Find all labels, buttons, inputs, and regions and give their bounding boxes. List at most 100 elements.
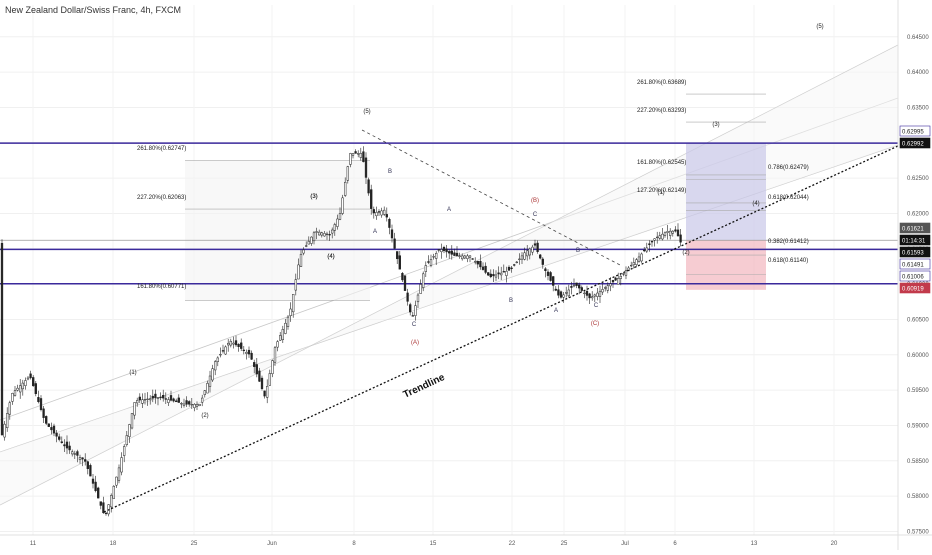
candle-body xyxy=(34,383,37,395)
candle-body xyxy=(406,292,409,302)
candle-body xyxy=(489,273,492,278)
candle-body xyxy=(593,294,596,297)
channel-band xyxy=(0,45,898,505)
price-badge xyxy=(899,258,931,270)
candle-body xyxy=(227,342,230,346)
fib-label: 161.80%(0.60771) xyxy=(137,284,186,290)
wave-label: (4) xyxy=(752,201,759,207)
y-tick-label: 0.62000 xyxy=(907,211,929,217)
candle-body xyxy=(351,153,355,156)
candle-body xyxy=(445,248,448,253)
candle-body xyxy=(193,404,196,409)
candle-body xyxy=(419,284,422,294)
fib-label: 127.20%(0.62149) xyxy=(637,188,686,194)
y-tick-label: 0.59000 xyxy=(907,423,929,429)
y-tick-label: 0.58000 xyxy=(907,494,929,500)
fib-label: 227.20%(0.62063) xyxy=(137,195,186,201)
candle-body xyxy=(312,232,316,242)
fib-label: 0.618(0.61140) xyxy=(768,258,808,264)
candle-body xyxy=(123,446,126,456)
candle-body xyxy=(398,255,401,270)
candle-body xyxy=(471,258,474,260)
candle-body xyxy=(190,404,193,406)
candle-body xyxy=(515,261,518,264)
candle-body xyxy=(258,370,261,382)
candle-body xyxy=(432,256,435,258)
candle-body xyxy=(242,349,245,352)
candle-body xyxy=(284,322,287,334)
candle-body xyxy=(159,396,162,399)
candle-body xyxy=(281,329,284,340)
candle-body xyxy=(565,292,568,294)
candle-body xyxy=(346,166,349,181)
wave-label: A xyxy=(447,207,451,213)
candle-body xyxy=(130,413,134,429)
fib-label: 0.618(0.62044) xyxy=(768,195,809,201)
candle-body xyxy=(526,250,529,257)
candle-body xyxy=(364,157,368,178)
candle-body xyxy=(138,396,141,401)
candle-body xyxy=(424,265,427,272)
candle-body xyxy=(245,352,248,354)
candle-body xyxy=(572,284,576,287)
candle-body xyxy=(320,232,323,236)
candle-body xyxy=(601,289,604,293)
candle-body xyxy=(559,291,563,298)
candle-body xyxy=(294,279,297,291)
y-tick-label: 0.63500 xyxy=(907,105,929,111)
candle-body xyxy=(648,243,651,246)
candle-body xyxy=(177,397,180,403)
candle-body xyxy=(635,259,638,265)
candle-body xyxy=(448,251,451,254)
candle-body xyxy=(650,241,654,243)
fib-label: 0.786(0.62479) xyxy=(768,165,809,171)
candle-body xyxy=(450,250,453,255)
candle-body xyxy=(344,181,347,196)
candle-body xyxy=(666,231,669,233)
candle-body xyxy=(24,380,27,386)
candle-body xyxy=(510,267,513,269)
candle-body xyxy=(390,229,394,239)
fib-zone xyxy=(185,160,370,301)
candle-body xyxy=(323,233,326,237)
candle-body xyxy=(237,343,240,347)
candle-body xyxy=(416,294,420,303)
candle-body xyxy=(266,386,269,398)
candle-body xyxy=(11,393,14,402)
candle-body xyxy=(164,398,167,400)
candle-body xyxy=(539,254,542,259)
candle-body xyxy=(632,262,635,266)
candle-body xyxy=(13,390,17,396)
y-tick-label: 0.62500 xyxy=(907,176,929,182)
candle-body xyxy=(141,399,144,404)
price-badge xyxy=(899,222,931,234)
candle-body xyxy=(188,401,191,405)
candle-body xyxy=(679,234,682,243)
candle-body xyxy=(588,293,591,299)
wave-label: (A) xyxy=(411,340,419,346)
x-tick-label: 8 xyxy=(352,541,356,547)
candle-body xyxy=(78,457,82,460)
candle-body xyxy=(427,261,430,263)
candle-body xyxy=(128,424,131,437)
candle-body xyxy=(437,249,440,251)
candle-body xyxy=(671,230,674,234)
candle-body xyxy=(94,481,97,492)
wave-label: B xyxy=(388,169,392,175)
x-tick-label: Jul xyxy=(621,541,629,547)
candle-body xyxy=(58,436,61,440)
candle-body xyxy=(253,362,256,367)
stop-zone xyxy=(686,240,766,290)
candle-body xyxy=(214,361,217,371)
candle-body xyxy=(476,261,479,265)
candle-body xyxy=(268,373,271,386)
candle-body xyxy=(97,487,100,499)
candle-body xyxy=(367,179,370,194)
candle-body xyxy=(375,212,378,217)
candle-body xyxy=(8,402,11,415)
candle-body xyxy=(338,213,342,220)
candle-body xyxy=(492,274,495,277)
candle-body xyxy=(328,234,331,236)
